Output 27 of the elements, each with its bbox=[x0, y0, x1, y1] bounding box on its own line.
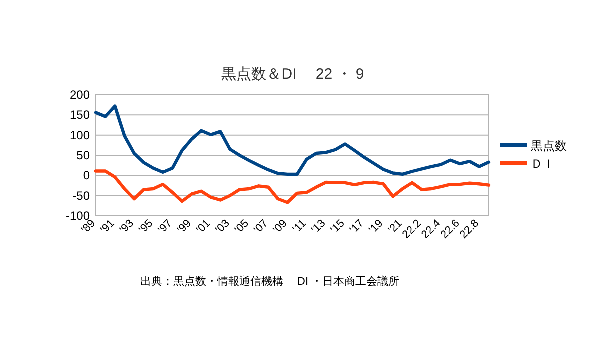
x-tick-label: '07 bbox=[252, 218, 271, 236]
x-tick-label: '01 bbox=[194, 218, 214, 236]
y-tick-label: 100 bbox=[70, 128, 90, 142]
x-tick-label: '19 bbox=[367, 218, 386, 236]
y-tick-label: 200 bbox=[70, 88, 90, 102]
line-series bbox=[94, 104, 491, 176]
y-tick-label: 0 bbox=[83, 168, 90, 183]
y-tick-label: 150 bbox=[70, 108, 90, 122]
x-tick-label: '09 bbox=[271, 218, 290, 236]
x-tick-label: '99 bbox=[175, 218, 194, 236]
x-tick-label: '95 bbox=[137, 218, 156, 236]
x-tick-label: '03 bbox=[214, 218, 232, 236]
x-tick-label: '13 bbox=[310, 218, 328, 236]
y-tick-label: -50 bbox=[72, 188, 90, 203]
source-note: 出典：黒点数・情報通信機構 DI ・日本商工会議所 bbox=[140, 275, 400, 288]
x-tick-label: '97 bbox=[156, 218, 175, 236]
x-tick-label: '05 bbox=[232, 218, 252, 236]
legend-label: 黒点数 bbox=[531, 139, 567, 153]
x-tick-label: '93 bbox=[118, 218, 136, 236]
chart-title: 黒点数＆DI 22 ・ 9 bbox=[222, 66, 364, 83]
x-tick-label: '91 bbox=[98, 218, 118, 236]
x-tick-label: '15 bbox=[328, 218, 348, 236]
legend-label: ＤＩ bbox=[531, 157, 555, 171]
x-tick-label: '17 bbox=[348, 218, 367, 236]
x-tick-label: '11 bbox=[290, 218, 309, 236]
line-series bbox=[94, 170, 491, 204]
y-tick-label: 50 bbox=[76, 148, 90, 162]
